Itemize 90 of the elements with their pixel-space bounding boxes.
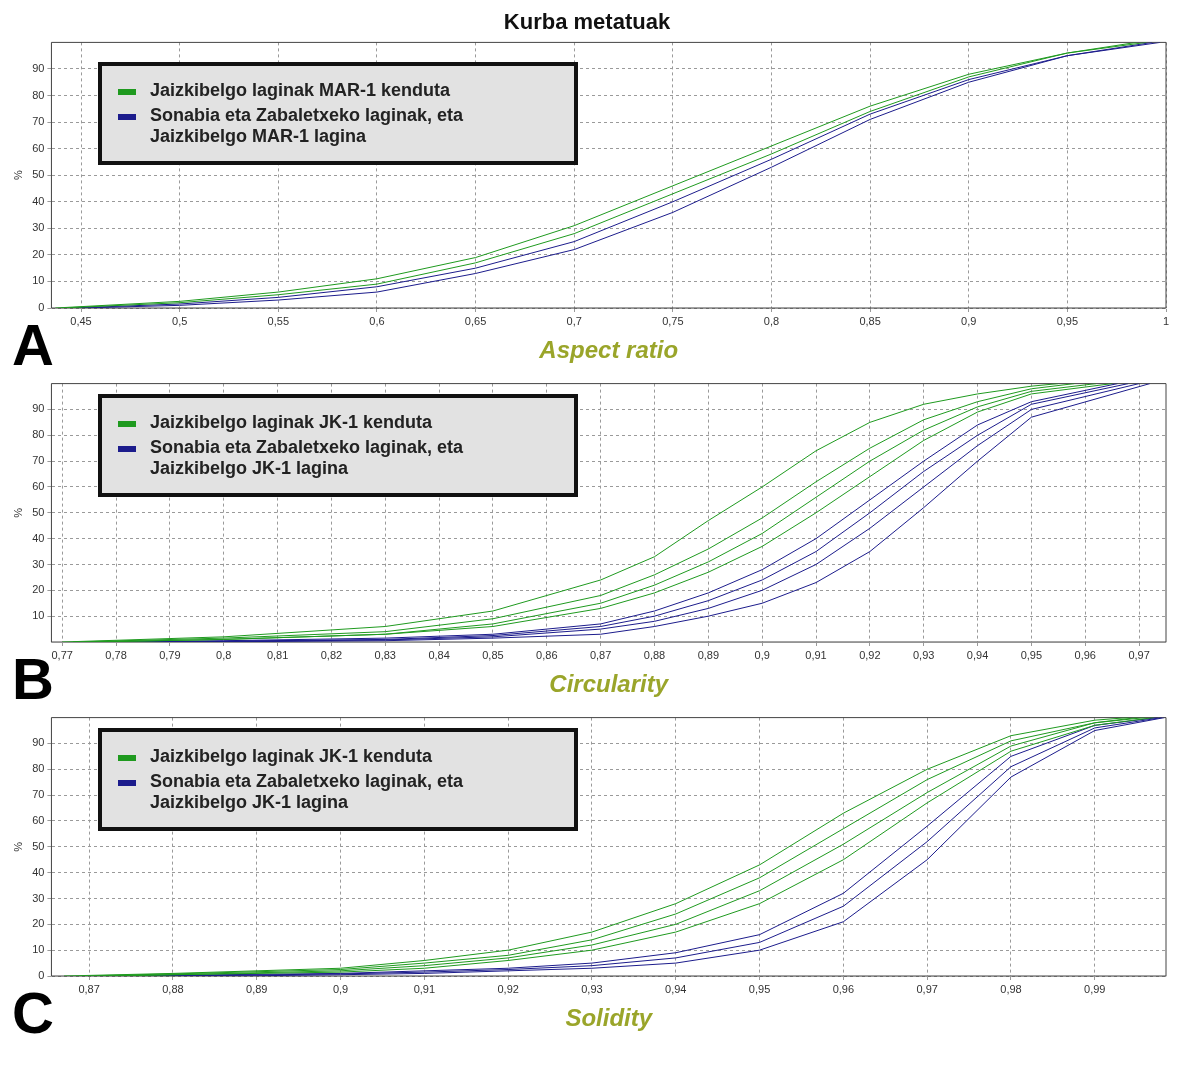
x-tick-label: 0,95 bbox=[1020, 648, 1043, 661]
legend-label: Sonabia eta Zabaletxeko laginak, eta Jaizkibelgo JK-1 lagina bbox=[150, 437, 465, 479]
y-axis-title: % bbox=[11, 170, 24, 181]
text: A bbox=[12, 312, 54, 377]
x-tick-label: 0,77 bbox=[51, 648, 73, 661]
x-tick-label: 0,9 bbox=[332, 982, 349, 995]
y-tick-label: 60 bbox=[32, 813, 45, 826]
x-tick-label: 0,85 bbox=[859, 314, 881, 327]
y-tick-label: 60 bbox=[32, 141, 45, 154]
x-tick-label: 0,96 bbox=[1074, 648, 1096, 661]
y-tick-label: 30 bbox=[32, 221, 45, 234]
x-tick-label: 0,9 bbox=[961, 314, 977, 327]
x-tick-label: 0,93 bbox=[912, 648, 935, 661]
y-tick-label: 10 bbox=[32, 609, 45, 622]
x-tick-label: 0,8 bbox=[763, 314, 780, 327]
x-axis-title: Solidity bbox=[565, 1004, 654, 1032]
y-tick-label: 40 bbox=[32, 194, 45, 207]
x-tick-label: 0,86 bbox=[536, 648, 558, 661]
y-tick-label: 90 bbox=[32, 736, 45, 749]
x-tick-label: 0,99 bbox=[1084, 982, 1106, 995]
x-tick-label: 0,87 bbox=[589, 648, 612, 661]
y-tick-label: 80 bbox=[32, 428, 45, 441]
y-tick-label: 80 bbox=[32, 762, 45, 775]
y-axis-title: % bbox=[11, 841, 24, 852]
x-tick-label: 0,94 bbox=[966, 648, 989, 661]
x-tick-label: 0,85 bbox=[482, 648, 504, 661]
legend-label: Jaizkibelgo laginak JK-1 kenduta bbox=[150, 746, 433, 767]
x-tick-label: 0,97 bbox=[1128, 648, 1150, 661]
chart-title: Kurba metatuak bbox=[503, 9, 671, 35]
y-tick-label: 90 bbox=[32, 61, 45, 74]
x-tick-label: 0,84 bbox=[428, 648, 450, 661]
x-tick-label: 0,97 bbox=[916, 982, 938, 995]
legend-label: Jaizkibelgo laginak JK-1 kenduta bbox=[150, 412, 433, 433]
y-tick-label: 20 bbox=[32, 583, 45, 596]
y-tick-label: 20 bbox=[32, 247, 45, 260]
x-tick-label: 0,91 bbox=[805, 648, 827, 661]
legend-label: Jaizkibelgo laginak MAR-1 kenduta bbox=[150, 80, 451, 101]
text: C bbox=[12, 980, 54, 1045]
x-tick-label: 0,5 bbox=[172, 314, 188, 327]
x-tick-label: 0,81 bbox=[266, 648, 289, 661]
legend-label: Sonabia eta Zabaletxeko laginak, eta Jaizkibelgo JK-1 lagina bbox=[150, 771, 465, 813]
y-tick-label: 0 bbox=[38, 969, 45, 982]
x-tick-label: 0,92 bbox=[859, 648, 881, 661]
x-tick-label: 0,89 bbox=[697, 648, 720, 661]
x-tick-label: 0,91 bbox=[413, 982, 436, 995]
x-tick-label: 1 bbox=[1162, 314, 1170, 327]
x-axis-title: Circularity bbox=[549, 670, 670, 698]
x-tick-label: 0,9 bbox=[754, 648, 770, 661]
y-tick-label: 50 bbox=[32, 168, 45, 181]
x-tick-label: 0,88 bbox=[162, 982, 184, 995]
x-tick-label: 0,87 bbox=[78, 982, 100, 995]
x-tick-label: 0,88 bbox=[643, 648, 666, 661]
x-tick-label: 0,55 bbox=[267, 314, 289, 327]
x-tick-label: 0,6 bbox=[369, 314, 385, 327]
y-tick-label: 30 bbox=[32, 891, 45, 904]
y-tick-label: 10 bbox=[32, 943, 45, 956]
y-tick-label: 0 bbox=[38, 301, 45, 314]
y-tick-label: 80 bbox=[32, 88, 45, 101]
x-tick-label: 0,7 bbox=[566, 314, 582, 327]
y-tick-label: 40 bbox=[32, 865, 45, 878]
y-tick-label: 50 bbox=[32, 505, 45, 518]
x-tick-label: 0,95 bbox=[1056, 314, 1079, 327]
y-tick-label: 70 bbox=[32, 788, 45, 801]
x-tick-label: 0,98 bbox=[1000, 982, 1022, 995]
x-tick-label: 0,94 bbox=[665, 982, 687, 995]
y-tick-label: 50 bbox=[32, 839, 45, 852]
x-tick-label: 0,92 bbox=[497, 982, 519, 995]
legend-label: Sonabia eta Zabaletxeko laginak, eta Jaizkibelgo MAR-1 lagina bbox=[150, 105, 465, 147]
x-tick-label: 0,89 bbox=[246, 982, 268, 995]
x-tick-label: 0,8 bbox=[216, 648, 232, 661]
y-tick-label: 20 bbox=[32, 917, 45, 930]
x-tick-label: 0,96 bbox=[832, 982, 855, 995]
x-tick-label: 0,82 bbox=[320, 648, 343, 661]
y-tick-label: 30 bbox=[32, 557, 45, 570]
y-tick-label: 10 bbox=[32, 274, 45, 287]
x-tick-label: 0,93 bbox=[581, 982, 603, 995]
x-tick-label: 0,45 bbox=[70, 314, 92, 327]
x-tick-label: 0,78 bbox=[105, 648, 127, 661]
x-axis-title: Aspect ratio bbox=[538, 336, 679, 364]
x-tick-label: 0,83 bbox=[374, 648, 396, 661]
x-tick-label: 0,95 bbox=[748, 982, 771, 995]
y-tick-label: 90 bbox=[32, 402, 45, 415]
y-tick-label: 40 bbox=[32, 531, 45, 544]
x-tick-label: 0,65 bbox=[464, 314, 487, 327]
x-tick-label: 0,79 bbox=[159, 648, 181, 661]
y-tick-label: 70 bbox=[32, 115, 45, 128]
y-axis-title: % bbox=[11, 507, 24, 518]
y-tick-label: 70 bbox=[32, 454, 45, 467]
y-tick-label: 60 bbox=[32, 479, 45, 492]
x-tick-label: 0,75 bbox=[662, 314, 684, 327]
